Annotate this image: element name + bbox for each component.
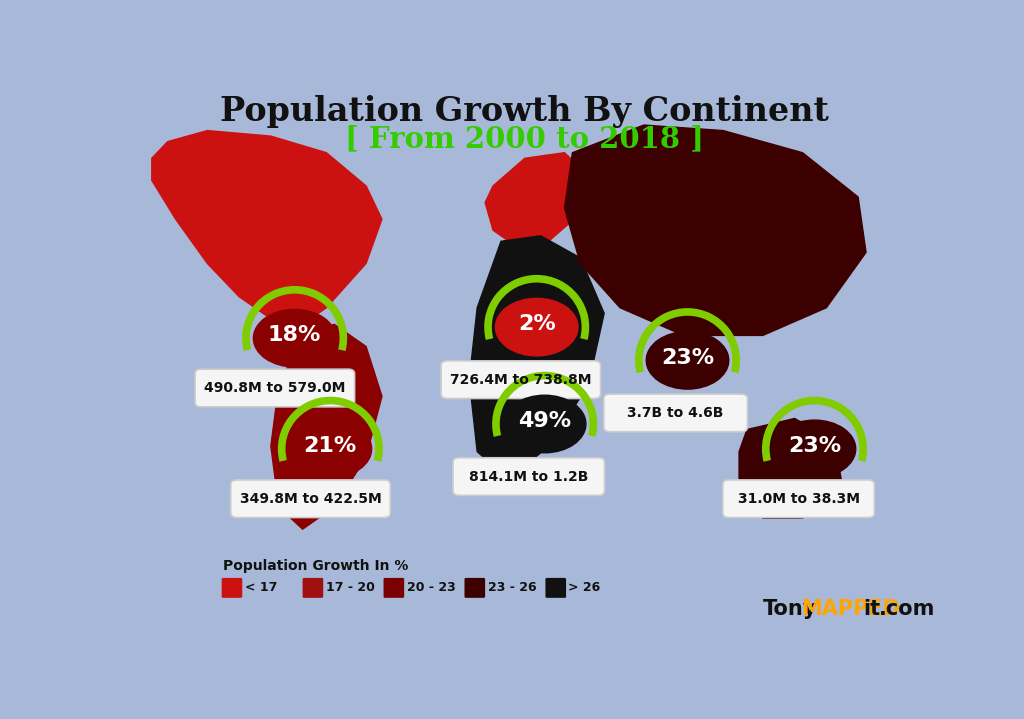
Text: 49%: 49% [518, 411, 571, 431]
FancyBboxPatch shape [221, 578, 243, 597]
Text: 3.7B to 4.6B: 3.7B to 4.6B [628, 406, 724, 420]
Circle shape [504, 395, 586, 453]
FancyBboxPatch shape [384, 578, 404, 597]
Circle shape [496, 298, 578, 356]
FancyBboxPatch shape [546, 578, 566, 597]
Text: 726.4M to 738.8M: 726.4M to 738.8M [451, 372, 592, 387]
FancyBboxPatch shape [453, 458, 604, 495]
FancyBboxPatch shape [441, 361, 601, 398]
Text: 17 - 20: 17 - 20 [326, 581, 375, 594]
Text: 814.1M to 1.2B: 814.1M to 1.2B [469, 470, 589, 484]
Text: 31.0M to 38.3M: 31.0M to 38.3M [737, 492, 859, 505]
Circle shape [773, 420, 856, 477]
Text: 23%: 23% [787, 436, 841, 456]
Text: [ From 2000 to 2018 ]: [ From 2000 to 2018 ] [345, 124, 705, 153]
Text: Population Growth In %: Population Growth In % [223, 559, 409, 573]
FancyBboxPatch shape [465, 578, 485, 597]
Text: 23 - 26: 23 - 26 [487, 581, 537, 594]
Text: MAPPED: MAPPED [801, 600, 900, 620]
Polygon shape [485, 152, 588, 247]
Text: 2%: 2% [518, 314, 556, 334]
Text: 18%: 18% [268, 326, 322, 345]
Polygon shape [152, 131, 382, 324]
Text: < 17: < 17 [245, 581, 278, 594]
Text: 21%: 21% [304, 436, 357, 456]
Text: > 26: > 26 [568, 581, 601, 594]
Polygon shape [739, 418, 842, 518]
Text: Population Growth By Continent: Population Growth By Continent [220, 95, 829, 128]
FancyBboxPatch shape [303, 578, 324, 597]
Text: 23%: 23% [660, 347, 714, 367]
FancyBboxPatch shape [723, 480, 874, 518]
Text: it: it [863, 600, 880, 620]
Text: 20 - 23: 20 - 23 [407, 581, 456, 594]
Text: Tony: Tony [763, 600, 817, 620]
FancyBboxPatch shape [230, 480, 390, 518]
Polygon shape [564, 125, 866, 335]
FancyBboxPatch shape [195, 369, 354, 407]
Text: .com: .com [879, 600, 935, 620]
Polygon shape [469, 236, 604, 480]
Circle shape [253, 309, 336, 367]
Circle shape [646, 331, 729, 389]
Polygon shape [270, 324, 382, 529]
Text: 349.8M to 422.5M: 349.8M to 422.5M [240, 492, 381, 505]
Circle shape [289, 420, 372, 477]
Text: 490.8M to 579.0M: 490.8M to 579.0M [204, 381, 345, 395]
FancyBboxPatch shape [604, 394, 748, 431]
